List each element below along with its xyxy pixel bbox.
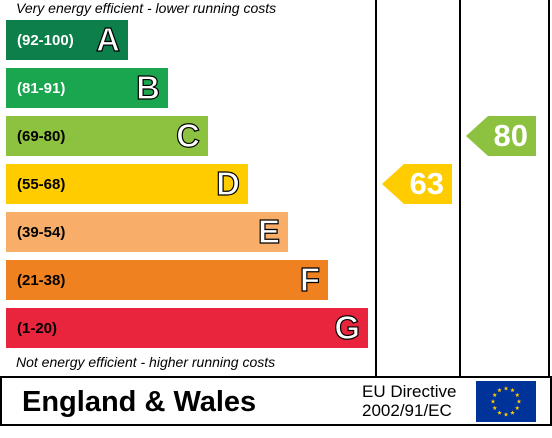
band-g: (1-20) G xyxy=(6,308,368,348)
country-label: England & Wales xyxy=(22,386,257,418)
band-range-label: (81-91) xyxy=(17,80,66,97)
band-c: (69-80) C xyxy=(6,116,208,156)
flag-star xyxy=(510,410,515,415)
directive-line-2: 2002/91/EC xyxy=(362,401,452,420)
flag-star xyxy=(492,405,498,410)
flag-star xyxy=(510,387,515,393)
column-divider-middle xyxy=(459,0,461,376)
potential-rating-arrow: 80 xyxy=(466,116,536,156)
band-e: (39-54) E xyxy=(6,212,288,252)
band-letter: B xyxy=(136,68,161,106)
top-caption: Very energy efficient - lower running co… xyxy=(16,0,277,16)
band-letter: F xyxy=(299,260,320,298)
band-d: (55-68) D xyxy=(6,164,248,204)
flag-star xyxy=(490,399,496,404)
band-a: (92-100) A xyxy=(6,20,128,60)
flag-star xyxy=(516,399,522,404)
eu-flag-icon xyxy=(476,381,536,422)
flag-star xyxy=(514,405,520,410)
flag-star xyxy=(492,392,498,397)
bottom-caption: Not energy efficient - higher running co… xyxy=(16,354,276,370)
band-f: (21-38) F xyxy=(6,260,328,300)
band-range-label: (21-38) xyxy=(17,272,66,289)
band-letter: E xyxy=(257,212,280,250)
column-divider-left xyxy=(375,0,377,376)
rating-value: 63 xyxy=(409,166,444,201)
band-b: (81-91) B xyxy=(6,68,168,108)
rating-value: 80 xyxy=(493,118,528,153)
band-letter: D xyxy=(216,164,241,202)
column-divider-right xyxy=(548,0,550,376)
flag-star xyxy=(503,412,509,417)
flag-star xyxy=(514,392,520,397)
band-letter: C xyxy=(176,116,201,154)
flag-star xyxy=(497,387,502,393)
band-range-label: (55-68) xyxy=(17,176,66,193)
footer: England & Wales EU Directive 2002/91/EC xyxy=(0,376,552,426)
band-range-label: (92-100) xyxy=(17,32,74,49)
directive-label: EU Directive 2002/91/EC xyxy=(362,382,456,420)
band-range-label: (1-20) xyxy=(17,320,58,337)
current-rating-arrow: 63 xyxy=(382,164,452,204)
band-letter: A xyxy=(96,20,121,58)
directive-line-1: EU Directive xyxy=(362,382,457,401)
band-range-label: (69-80) xyxy=(17,128,66,145)
flag-star xyxy=(497,410,502,415)
band-letter: G xyxy=(334,308,361,346)
flag-star xyxy=(503,386,509,391)
band-range-label: (39-54) xyxy=(17,224,66,241)
